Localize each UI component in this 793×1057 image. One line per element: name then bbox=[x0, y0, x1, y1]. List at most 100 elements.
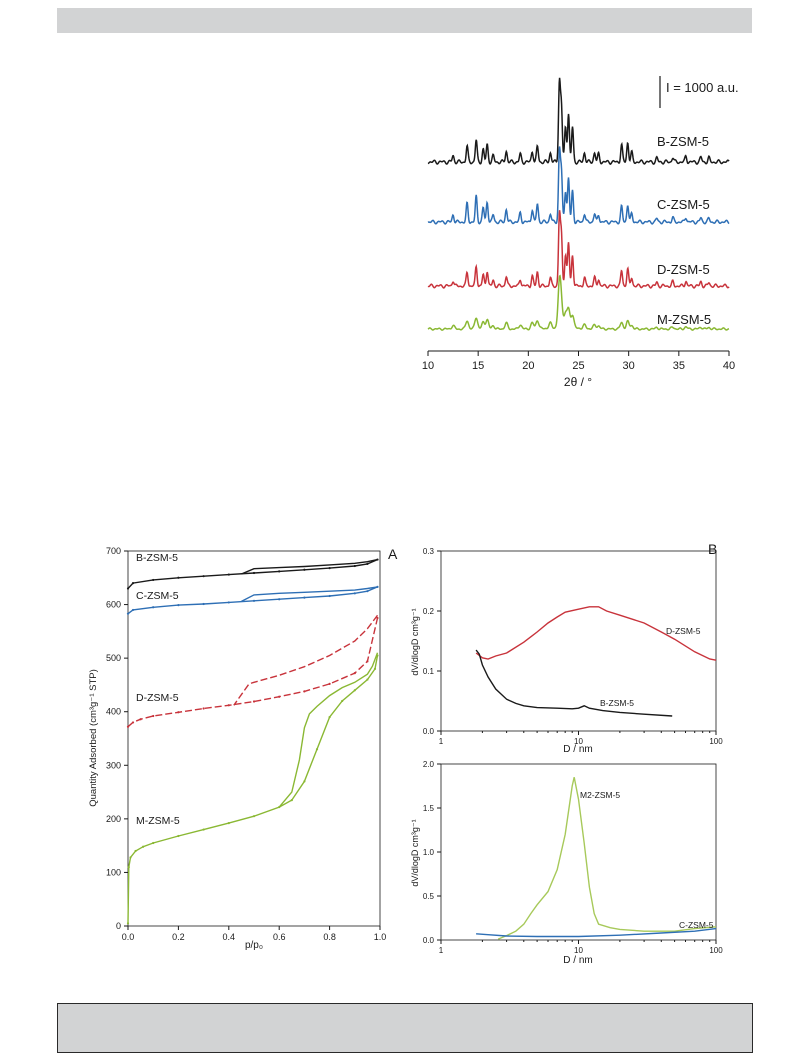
isotherm-point-d-zsm-5 bbox=[376, 616, 379, 620]
xrd-x-ticks: 10 15 20 25 30 35 40 bbox=[422, 351, 735, 372]
psd-bottom-y-axis-label: dV/dlogD cm³g⁻¹ bbox=[410, 819, 420, 886]
isotherm-x-tick-label: 0.0 bbox=[122, 932, 135, 942]
isotherm-point-c-zsm-5 bbox=[202, 602, 205, 606]
isotherm-point-b-zsm-5 bbox=[131, 582, 135, 585]
xrd-curves bbox=[427, 77, 730, 331]
psd-top-y-tick-label: 0.0 bbox=[423, 727, 435, 736]
psd-top-x-tick-label: 10 bbox=[574, 737, 583, 746]
isotherm-point-m-zsm-5 bbox=[315, 748, 319, 751]
isotherm-x-tick-label: 0.8 bbox=[323, 932, 336, 942]
psd-top-curve-d-zsm-5 bbox=[475, 606, 717, 661]
isotherm-point-m-zsm-5 bbox=[252, 815, 256, 818]
isotherm-point-c-zsm-5 bbox=[126, 612, 130, 615]
isotherm-point-m-zsm-5 bbox=[373, 667, 377, 670]
isotherm-desorption-m-zsm-5 bbox=[278, 652, 379, 808]
isotherm-point-m-zsm-5 bbox=[129, 856, 132, 859]
psd-bottom-curve-m2-zsm-5 bbox=[497, 777, 717, 940]
psd-bottom-y-tick-label: 1.5 bbox=[423, 804, 435, 813]
isotherm-point-m-zsm-5 bbox=[134, 849, 137, 853]
isotherm-point-d-zsm-5 bbox=[328, 682, 331, 685]
isotherm-point-d-zsm-5 bbox=[131, 721, 135, 724]
isotherm-point-d-zsm-5 bbox=[303, 690, 306, 693]
psd-bottom-y-tick-label: 0.5 bbox=[423, 892, 435, 901]
isotherm-label-c-zsm-5: C-ZSM-5 bbox=[136, 590, 179, 602]
isotherm-point-b-zsm-5 bbox=[227, 573, 230, 576]
psd-bottom-x-axis-label: D / nm bbox=[563, 955, 592, 966]
psd-top-y-tick-label: 0.3 bbox=[423, 547, 435, 556]
isotherm-chart: 0.0 0.2 0.4 0.6 0.8 1.0 0 100 200 300 400 500 600 700… bbox=[88, 546, 398, 951]
isotherm-y-tick-label: 0 bbox=[116, 921, 121, 931]
isotherm-adsorption-d-zsm-5 bbox=[127, 617, 379, 728]
isotherm-y-tick-label: 500 bbox=[106, 653, 121, 663]
psd-top-label-b-zsm-5: B-ZSM-5 bbox=[600, 698, 634, 708]
isotherm-point-d-zsm-5 bbox=[353, 672, 356, 675]
psd-bottom-ticks: 1 10 100 0.0 0.5 1.0 1.5 2.0 bbox=[423, 760, 723, 955]
isotherm-point-c-zsm-5 bbox=[376, 585, 379, 588]
psd-top-y-tick-label: 0.1 bbox=[423, 667, 435, 676]
isotherm-x-axis-label: p/p₀ bbox=[245, 940, 263, 951]
psd-top-curves bbox=[475, 606, 717, 717]
psd-top-x-tick-label: 1 bbox=[439, 737, 444, 746]
psd-top-series-labels: D-ZSM-5 B-ZSM-5 bbox=[600, 626, 701, 708]
isotherm-label-b-zsm-5: B-ZSM-5 bbox=[136, 552, 178, 564]
psd-bottom-y-tick-label: 0.0 bbox=[423, 936, 435, 945]
psd-bottom-x-tick-label: 1 bbox=[439, 946, 444, 955]
isotherm-y-axis-label: Quantity Adsorbed (cm³g⁻¹ STP) bbox=[88, 669, 99, 807]
xrd-label-m-zsm-5: M-ZSM-5 bbox=[657, 312, 711, 327]
xrd-label-b-zsm-5: B-ZSM-5 bbox=[657, 134, 709, 149]
isotherm-point-d-zsm-5 bbox=[366, 660, 369, 663]
isotherm-desorption-d-zsm-5 bbox=[233, 614, 379, 706]
isotherm-point-d-zsm-5 bbox=[278, 695, 281, 698]
isotherm-point-m-zsm-5 bbox=[376, 654, 379, 657]
psd-top-x-tick-label: 100 bbox=[709, 737, 723, 746]
isotherm-point-d-zsm-5 bbox=[252, 700, 256, 703]
isotherm-point-b-zsm-5 bbox=[152, 578, 155, 582]
isotherm-desorption-c-zsm-5 bbox=[241, 586, 378, 603]
xrd-x-axis-label: 2θ / ° bbox=[564, 375, 592, 389]
isotherm-point-m-zsm-5 bbox=[328, 715, 331, 719]
isotherm-frame bbox=[127, 550, 381, 927]
psd-top-label-d-zsm-5: D-ZSM-5 bbox=[666, 626, 701, 636]
isotherm-point-b-zsm-5 bbox=[278, 570, 281, 573]
xrd-x-tick-label: 30 bbox=[623, 360, 635, 372]
isotherm-point-m-zsm-5 bbox=[152, 841, 155, 845]
psd-top-chart: 1 10 100 0.0 0.1 0.2 0.3 D-ZSM-5 B-ZSM-5 B D / … bbox=[410, 541, 723, 755]
isotherm-y-tick-label: 400 bbox=[106, 707, 121, 717]
isotherm-point-b-zsm-5 bbox=[328, 567, 331, 570]
isotherm-point-b-zsm-5 bbox=[376, 558, 379, 561]
isotherm-point-m-zsm-5 bbox=[202, 828, 205, 831]
psd-bottom-x-tick-label: 100 bbox=[709, 946, 723, 955]
xrd-curve-d-zsm-5 bbox=[427, 210, 730, 289]
isotherm-point-m-zsm-5 bbox=[142, 845, 145, 848]
panel-label-a: A bbox=[388, 546, 398, 562]
xrd-chart: 10 15 20 25 30 35 40 B-ZSM-5 C-ZSM-5 D-ZSM-5 M-ZS… bbox=[422, 76, 739, 389]
psd-bottom-x-tick-label: 10 bbox=[574, 946, 583, 955]
isotherm-point-b-zsm-5 bbox=[366, 562, 369, 565]
xrd-x-tick-label: 35 bbox=[673, 360, 685, 372]
isotherm-point-c-zsm-5 bbox=[366, 590, 369, 593]
isotherm-series-labels: B-ZSM-5 C-ZSM-5 D-ZSM-5 M-ZSM-5 bbox=[136, 552, 180, 827]
isotherm-point-m-zsm-5 bbox=[127, 865, 130, 869]
isotherm-x-tick-label: 0.2 bbox=[172, 932, 185, 942]
psd-top-frame bbox=[440, 550, 717, 732]
isotherm-y-tick-label: 600 bbox=[106, 600, 121, 610]
isotherm-point-b-zsm-5 bbox=[303, 568, 306, 571]
isotherm-x-tick-label: 1.0 bbox=[374, 932, 387, 942]
isotherm-point-m-zsm-5 bbox=[126, 922, 130, 925]
isotherm-curves bbox=[126, 558, 379, 925]
isotherm-point-m-zsm-5 bbox=[278, 805, 281, 809]
xrd-x-tick-label: 40 bbox=[723, 360, 735, 372]
isotherm-y-tick-label: 300 bbox=[106, 760, 121, 770]
isotherm-label-m-zsm-5: M-ZSM-5 bbox=[136, 815, 180, 827]
isotherm-y-tick-label: 100 bbox=[106, 867, 121, 877]
isotherm-point-m-zsm-5 bbox=[353, 689, 356, 692]
psd-bottom-chart: 1 10 100 0.0 0.5 1.0 1.5 2.0 M2-ZSM-5 C-ZSM-5 D … bbox=[410, 760, 723, 966]
psd-top-ticks: 1 10 100 0.0 0.1 0.2 0.3 bbox=[423, 547, 723, 746]
isotherm-point-c-zsm-5 bbox=[252, 599, 256, 602]
isotherm-point-c-zsm-5 bbox=[328, 594, 331, 598]
isotherm-y-tick-label: 700 bbox=[106, 546, 121, 556]
isotherm-point-b-zsm-5 bbox=[126, 587, 130, 590]
psd-bottom-label-c-zsm-5: C-ZSM-5 bbox=[679, 920, 714, 930]
psd-bottom-label-m2-zsm-5: M2-ZSM-5 bbox=[580, 790, 620, 800]
isotherm-point-b-zsm-5 bbox=[177, 576, 180, 579]
